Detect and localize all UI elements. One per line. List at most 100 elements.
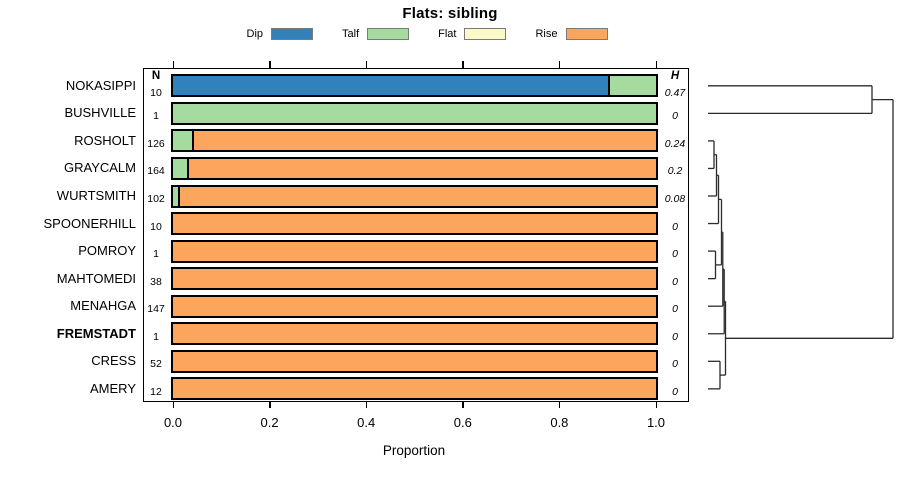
- row-h-value: 0: [672, 303, 678, 316]
- row-n-value: 126: [147, 137, 165, 150]
- row-label: MENAHGA: [70, 298, 136, 314]
- row-n-value: 38: [150, 275, 162, 288]
- stacked-bar: [171, 294, 658, 318]
- h-column-header: H: [670, 69, 680, 82]
- bar-segment-talf: [173, 158, 188, 178]
- bar-segment-rise: [173, 269, 656, 289]
- x-axis-tick-bottom: [462, 400, 464, 408]
- row-h-value: 0.2: [667, 165, 683, 178]
- stacked-bar: [171, 129, 658, 153]
- n-column-header: N: [151, 69, 161, 82]
- row-n-value: 1: [153, 330, 159, 343]
- bar-segment-talf: [173, 186, 178, 206]
- legend-swatch-icon: [271, 28, 314, 40]
- legend-item-rise: Rise: [535, 28, 608, 40]
- bar-segment-rise: [177, 186, 656, 206]
- row-h-value: 0: [672, 248, 678, 261]
- stacked-bar: [171, 377, 658, 401]
- legend-item-flat: Flat: [438, 28, 507, 40]
- bar-segment-talf: [607, 76, 656, 96]
- legend-item-talf: Talf: [342, 28, 410, 40]
- x-axis-tick-label: 1.0: [646, 414, 666, 430]
- row-h-value: 0: [672, 220, 678, 233]
- row-h-value: 0.47: [664, 86, 686, 99]
- row-n-value: 164: [147, 165, 165, 178]
- row-n-value: 12: [150, 385, 162, 398]
- x-axis-tick-label: 0.0: [163, 414, 183, 430]
- row-n-value: 102: [147, 193, 165, 205]
- row-h-value: 0: [672, 330, 678, 343]
- bar-segment-rise: [173, 214, 656, 234]
- bar-segment-rise: [173, 351, 656, 371]
- bar-segment-rise: [173, 241, 656, 261]
- x-axis-tick-label: 0.2: [260, 414, 279, 430]
- x-axis-label: Proportion: [382, 443, 446, 458]
- row-label: NOKASIPPI: [65, 77, 136, 93]
- plot-area-border: [143, 68, 689, 402]
- row-n-value: 1: [153, 248, 159, 261]
- legend-swatch-icon: [565, 28, 608, 40]
- legend-label: Dip: [246, 28, 264, 40]
- legend-label: Talf: [342, 28, 360, 40]
- bar-segment-rise: [192, 131, 656, 151]
- bar-segment-rise: [187, 158, 656, 178]
- x-axis-tick-top: [365, 61, 368, 68]
- legend-label: Flat: [438, 28, 457, 40]
- row-label: ROSHOLT: [74, 132, 136, 148]
- row-label: MAHTOMEDI: [56, 270, 136, 286]
- bar-segment-talf: [173, 131, 193, 151]
- stacked-bar: [171, 184, 658, 208]
- legend-swatch-icon: [367, 28, 410, 40]
- x-axis-tick-bottom: [365, 400, 368, 408]
- legend-item-dip: Dip: [247, 28, 314, 40]
- stacked-bar: [171, 74, 658, 98]
- x-axis-tick-top: [558, 61, 561, 68]
- row-h-value: 0: [672, 275, 678, 288]
- row-h-value: 0: [672, 358, 678, 371]
- x-axis-tick-bottom: [558, 400, 561, 408]
- row-label: FREMSTADT: [56, 325, 136, 341]
- row-label: CRESS: [91, 353, 136, 369]
- row-n-value: 147: [147, 303, 165, 316]
- row-label: BUSHVILLE: [64, 105, 136, 121]
- x-axis-tick-top: [172, 61, 174, 68]
- stacked-bar: [171, 349, 658, 373]
- x-axis-tick-label: 0.6: [453, 414, 472, 430]
- x-axis-tick-bottom: [269, 400, 271, 408]
- bar-segment-rise: [173, 379, 656, 399]
- row-h-value: 0.08: [664, 193, 686, 205]
- row-label: SPOONERHILL: [43, 215, 136, 231]
- row-h-value: 0.24: [664, 137, 686, 150]
- stacked-bar: [171, 101, 658, 125]
- row-label: GRAYCALM: [64, 160, 136, 176]
- row-label: AMERY: [90, 380, 136, 396]
- stacked-bar: [171, 239, 658, 263]
- stacked-bar: [171, 322, 658, 346]
- row-n-value: 10: [150, 86, 162, 99]
- bar-segment-rise: [173, 296, 656, 316]
- chart-title: Flats: sibling: [402, 5, 498, 22]
- x-axis-tick-top: [462, 61, 464, 68]
- row-label: WURTSMITH: [56, 188, 136, 203]
- row-h-value: 0: [672, 385, 678, 398]
- stacked-bar: [171, 212, 658, 236]
- row-h-value: 0: [672, 110, 678, 123]
- stacked-bar: [171, 267, 658, 291]
- stacked-bar: [171, 156, 658, 180]
- row-label: POMROY: [78, 243, 136, 259]
- legend: Dip Talf Flat Rise: [160, 25, 694, 43]
- x-axis-tick-bottom: [655, 400, 657, 408]
- x-axis-tick-label: 0.4: [357, 414, 376, 430]
- bar-segment-dip: [173, 76, 608, 96]
- legend-swatch-icon: [464, 28, 507, 40]
- bar-segment-rise: [173, 324, 656, 344]
- x-axis-tick-bottom: [172, 400, 174, 408]
- row-n-value: 10: [150, 220, 162, 233]
- x-axis-tick-top: [655, 61, 657, 68]
- x-axis-tick-top: [269, 61, 271, 68]
- legend-label: Rise: [535, 28, 558, 40]
- bar-segment-talf: [173, 103, 656, 123]
- x-axis-tick-label: 0.8: [550, 414, 569, 430]
